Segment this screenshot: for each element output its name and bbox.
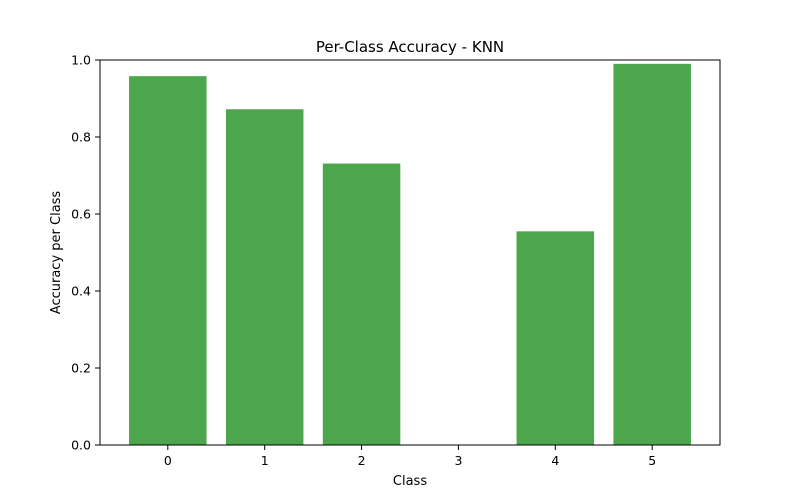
bar-class-5: [613, 63, 691, 445]
x-tick-label: 1: [261, 453, 269, 468]
x-tick-label: 4: [551, 453, 559, 468]
x-axis-label: Class: [393, 474, 427, 489]
bar-class-0: [129, 76, 207, 446]
chart-title: Per-Class Accuracy - KNN: [316, 38, 504, 56]
x-tick-label: 5: [648, 453, 656, 468]
bar-class-1: [225, 109, 304, 445]
plot-area-frame: [99, 59, 721, 446]
x-axis-ticks: 0 1 2 3 4 5: [164, 445, 656, 468]
y-tick-label: 0.6: [71, 207, 91, 222]
x-tick-label: 2: [358, 453, 366, 468]
x-tick-label: 0: [164, 453, 172, 468]
y-axis-label: Accuracy per Class: [49, 191, 64, 315]
y-tick-label: 0.2: [71, 361, 91, 376]
bar-class-2: [322, 163, 401, 445]
y-tick-label: 0.8: [71, 130, 91, 145]
x-tick-label: 3: [454, 453, 462, 468]
y-tick-label: 1.0: [71, 53, 91, 68]
y-tick-label: 0.4: [71, 284, 91, 299]
y-tick-label: 0.0: [71, 438, 91, 453]
y-axis-ticks: 0.0 0.2 0.4 0.6 0.8 1.0: [71, 53, 100, 453]
bar-class-4: [516, 231, 595, 445]
bars-group: [129, 63, 691, 446]
